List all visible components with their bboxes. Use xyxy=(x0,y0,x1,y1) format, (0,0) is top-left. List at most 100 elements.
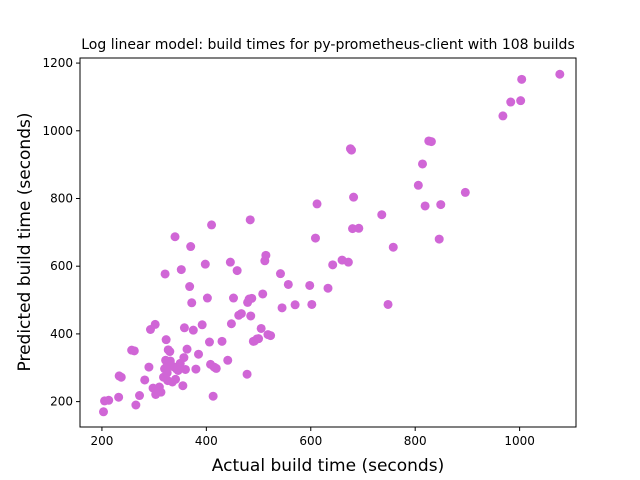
data-points xyxy=(98,69,565,417)
data-point xyxy=(144,362,154,372)
data-point xyxy=(310,233,320,243)
data-point xyxy=(140,375,150,385)
y-axis-label: Predicted build time (seconds) xyxy=(15,113,35,372)
data-point xyxy=(179,323,189,333)
data-point xyxy=(171,374,181,384)
data-point xyxy=(161,335,171,345)
x-tick-label: 800 xyxy=(404,434,427,448)
data-point xyxy=(246,311,256,321)
data-point xyxy=(179,353,189,363)
data-point xyxy=(242,369,252,379)
data-point xyxy=(277,303,287,313)
data-point xyxy=(228,293,238,303)
data-point xyxy=(165,347,175,357)
data-point xyxy=(186,242,196,252)
data-point xyxy=(436,200,446,210)
chart-title: Log linear model: build times for py-pro… xyxy=(81,37,575,53)
x-tick-label: 400 xyxy=(195,434,218,448)
data-point xyxy=(225,257,235,267)
data-point xyxy=(254,334,264,344)
data-point xyxy=(555,69,565,79)
data-point xyxy=(160,269,170,279)
data-point xyxy=(207,220,217,230)
data-point xyxy=(182,344,192,354)
data-point xyxy=(517,74,527,84)
x-axis-label: Actual build time (seconds) xyxy=(212,456,444,476)
data-point xyxy=(135,391,145,401)
x-tick-label: 200 xyxy=(90,434,113,448)
data-point xyxy=(343,257,353,267)
data-point xyxy=(354,223,364,233)
data-point xyxy=(187,298,197,308)
data-point xyxy=(204,337,214,347)
data-point xyxy=(516,96,526,106)
data-point xyxy=(200,259,210,269)
data-point xyxy=(323,283,333,293)
y-tick-label: 400 xyxy=(50,327,73,341)
data-point xyxy=(185,282,195,292)
data-point xyxy=(420,201,430,211)
data-point xyxy=(176,265,186,275)
data-point xyxy=(290,300,300,310)
data-point xyxy=(388,242,398,252)
data-point xyxy=(245,215,255,225)
data-point xyxy=(413,180,423,190)
data-point xyxy=(191,364,201,374)
data-point xyxy=(256,323,266,333)
x-axis-ticks: 200 400 600 800 1000 xyxy=(90,427,535,448)
x-tick-label: 1000 xyxy=(504,434,535,448)
y-tick-label: 1000 xyxy=(42,124,73,138)
data-point xyxy=(217,336,227,346)
data-point xyxy=(418,159,428,169)
data-point xyxy=(346,145,356,155)
x-tick-label: 600 xyxy=(299,434,322,448)
data-point xyxy=(247,293,257,303)
data-point xyxy=(129,346,139,356)
data-point xyxy=(223,355,233,365)
data-point xyxy=(156,387,166,397)
data-point xyxy=(114,392,124,402)
data-point xyxy=(349,192,359,202)
data-point xyxy=(232,266,242,276)
data-point xyxy=(275,269,285,279)
data-point xyxy=(131,400,141,410)
data-point xyxy=(197,320,207,330)
y-tick-label: 200 xyxy=(50,395,73,409)
data-point xyxy=(426,137,436,147)
data-point xyxy=(194,349,204,359)
data-point xyxy=(283,279,293,289)
data-point xyxy=(188,325,198,335)
data-point xyxy=(173,365,183,375)
data-point xyxy=(460,187,470,197)
data-point xyxy=(328,260,338,270)
data-point xyxy=(202,293,212,303)
data-point xyxy=(180,364,190,374)
data-point xyxy=(305,280,315,290)
data-point xyxy=(383,299,393,309)
data-point xyxy=(178,381,188,391)
data-point xyxy=(236,309,246,319)
y-tick-label: 1200 xyxy=(42,56,73,70)
data-point xyxy=(116,372,126,382)
data-point xyxy=(226,319,236,329)
data-point xyxy=(377,210,387,220)
data-point xyxy=(506,97,516,107)
data-point xyxy=(258,289,268,299)
y-tick-label: 800 xyxy=(50,191,73,205)
data-point xyxy=(434,234,444,244)
plot-frame xyxy=(79,57,577,428)
data-point xyxy=(208,391,218,401)
data-point xyxy=(266,331,276,341)
data-point xyxy=(170,232,180,242)
data-point xyxy=(104,395,114,405)
data-point xyxy=(261,250,271,260)
data-point xyxy=(162,368,172,378)
data-point xyxy=(307,299,317,309)
data-point xyxy=(312,199,322,209)
data-point xyxy=(150,319,160,329)
y-tick-label: 600 xyxy=(50,259,73,273)
data-point xyxy=(498,111,508,121)
data-point xyxy=(98,407,108,417)
y-axis-ticks: 200 400 600 800 1000 1200 xyxy=(42,56,80,409)
